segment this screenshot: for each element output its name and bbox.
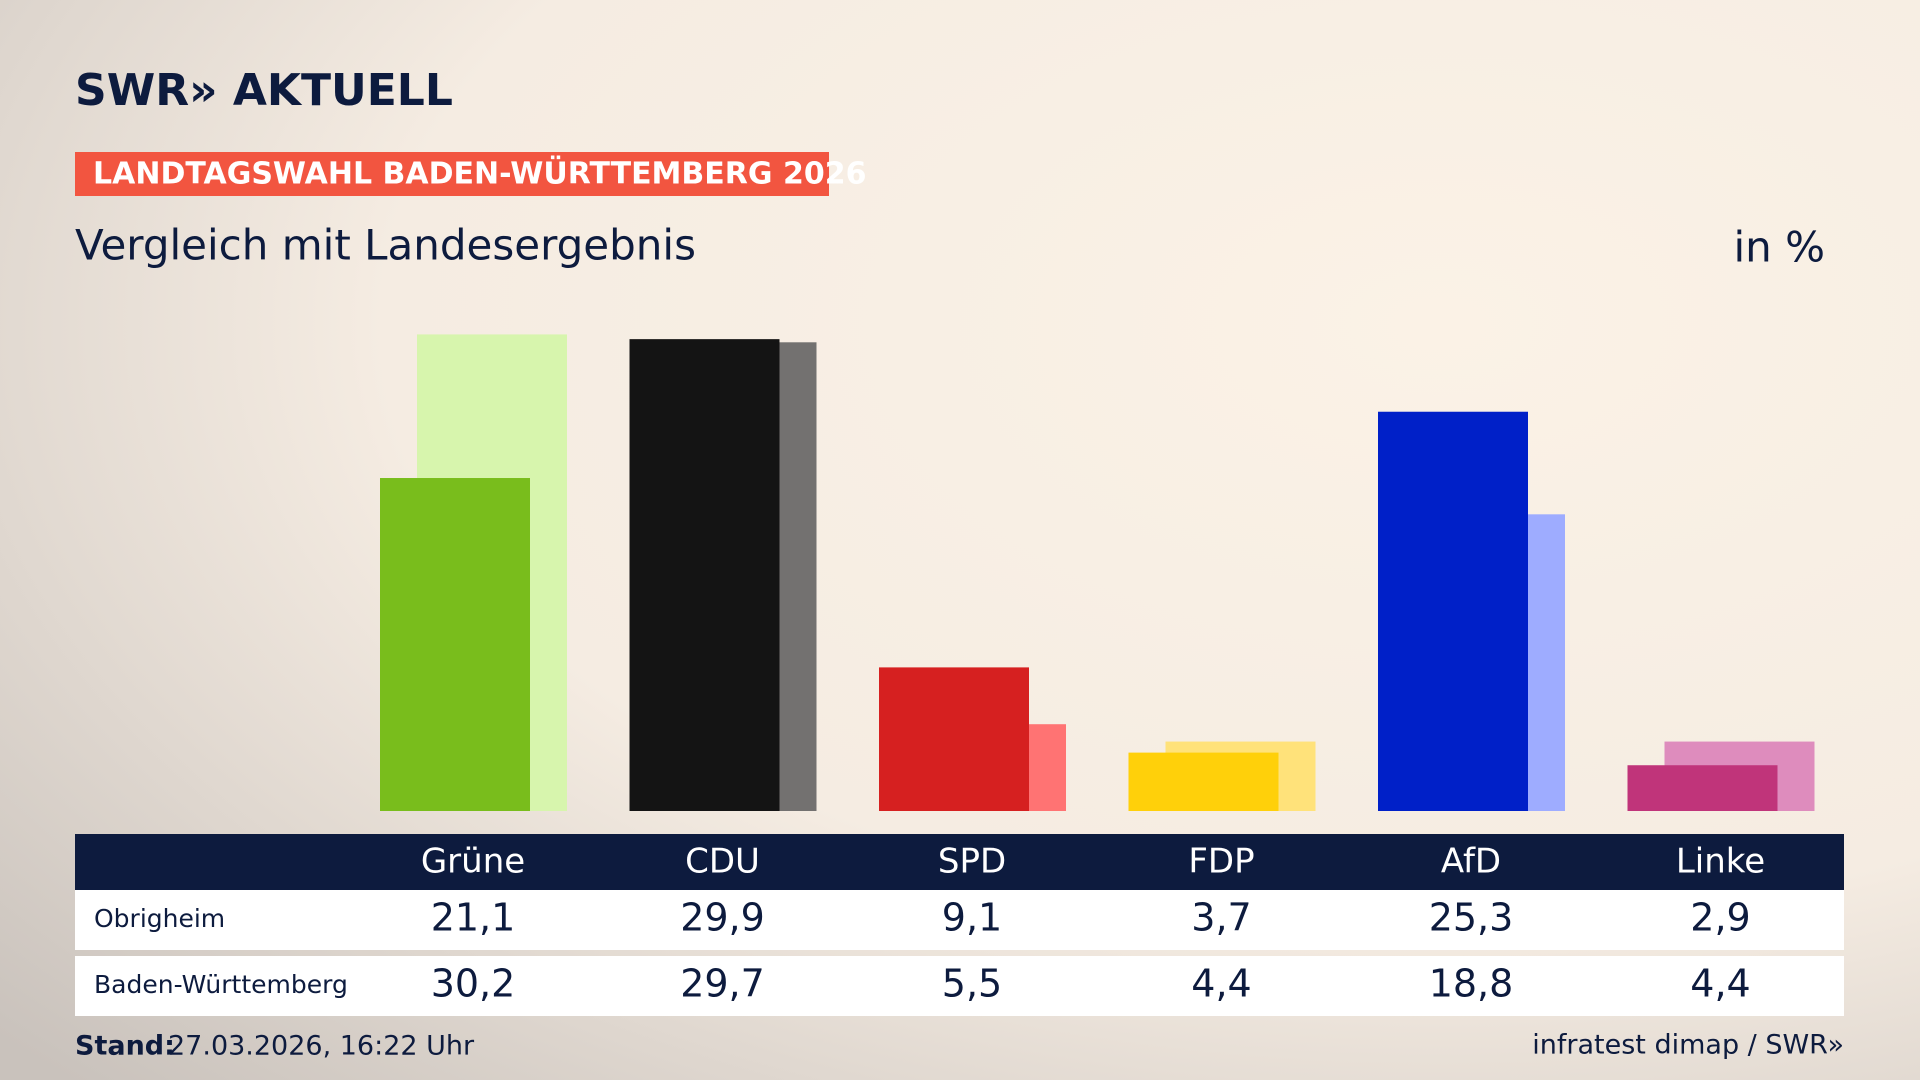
row-label: Obrigheim (94, 904, 225, 933)
row-label: Baden-Württemberg (94, 970, 348, 999)
table-header (75, 834, 1844, 890)
value-label: 21,1 (431, 896, 516, 940)
unit: in % (1733, 223, 1825, 272)
value-label: 3,7 (1191, 896, 1251, 940)
value-label: 4,4 (1191, 962, 1251, 1006)
bar (380, 478, 530, 811)
table-row (75, 956, 1844, 1016)
category-label: FDP (1188, 842, 1254, 882)
value-label: 4,4 (1690, 962, 1750, 1006)
bar (1378, 411, 1528, 811)
value-label: 2,9 (1690, 896, 1750, 940)
source: infratest dimap / SWR» (1532, 1030, 1844, 1061)
category-label: Grüne (421, 842, 525, 882)
footer-label: Stand: (75, 1031, 175, 1062)
bar (629, 339, 780, 811)
category-label: AfD (1441, 842, 1501, 882)
banner: LANDTAGSWAHL BADEN-WÜRTTEMBERG 2026 (93, 155, 866, 192)
banner-bg (75, 152, 829, 196)
value-label: 9,1 (942, 896, 1002, 940)
category-label: Linke (1676, 842, 1765, 882)
bar (1128, 752, 1279, 811)
value-label: 18,8 (1429, 962, 1514, 1006)
value-label: 25,3 (1429, 896, 1514, 940)
value-label: 29,9 (680, 896, 765, 940)
table-row (75, 890, 1844, 950)
bar (1627, 765, 1778, 811)
value-label: 29,7 (680, 962, 765, 1006)
footer-date: 27.03.2026, 16:22 Uhr (168, 1031, 475, 1062)
bar (879, 667, 1029, 811)
chart-title: Vergleich mit Landesergebnis (75, 221, 696, 270)
category-label: CDU (685, 842, 760, 882)
value-label: 30,2 (431, 962, 516, 1006)
brand: SWR» AKTUELL (75, 65, 453, 116)
value-label: 5,5 (942, 962, 1002, 1006)
category-label: SPD (938, 842, 1006, 882)
